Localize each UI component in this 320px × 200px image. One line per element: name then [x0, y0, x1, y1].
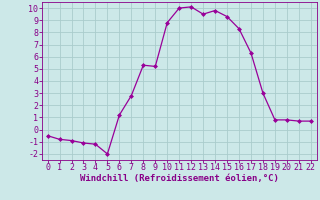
X-axis label: Windchill (Refroidissement éolien,°C): Windchill (Refroidissement éolien,°C) [80, 174, 279, 183]
